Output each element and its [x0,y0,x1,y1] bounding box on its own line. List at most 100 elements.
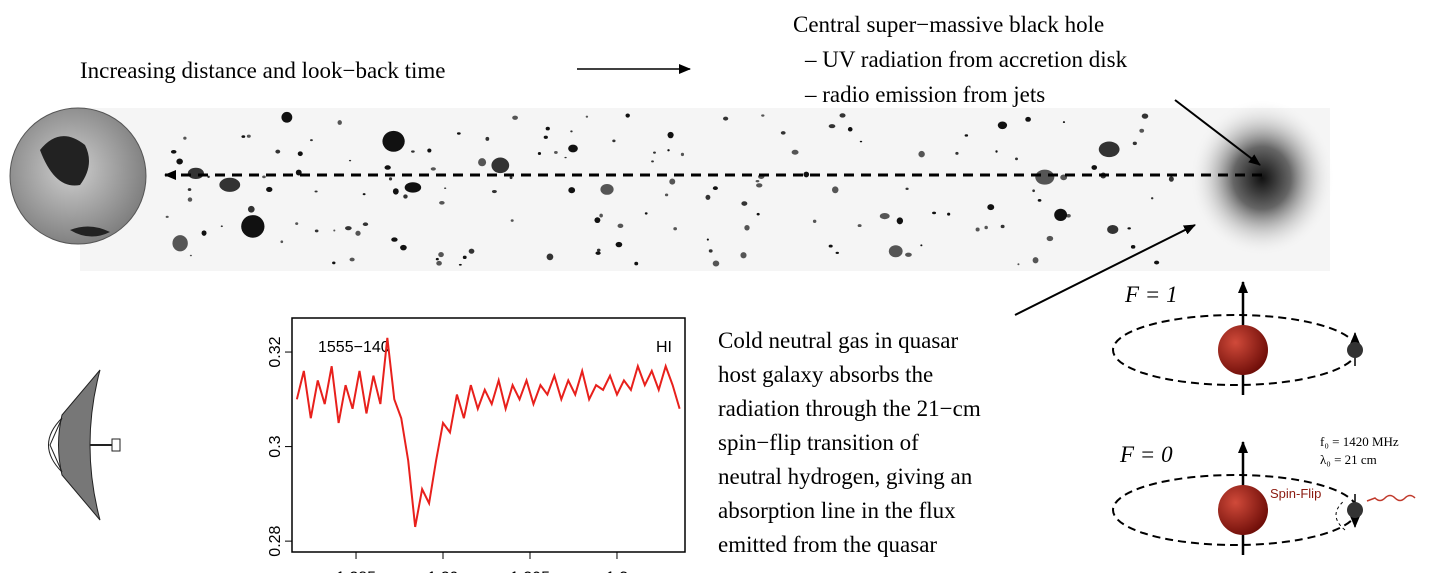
galaxy [708,249,713,253]
galaxy [438,251,444,258]
black-hole-title: Central super−massive black hole [793,12,1104,37]
explanation-line: radiation through the 21−cm [718,396,981,421]
galaxy [756,183,763,188]
galaxy [400,244,407,251]
galaxy [664,193,669,197]
galaxy [888,245,903,258]
galaxy [803,171,810,178]
galaxy [1130,245,1136,249]
galaxy [183,136,187,140]
galaxy [835,251,839,254]
explanation-line: neutral hydrogen, giving an [718,464,973,489]
galaxy [456,132,461,135]
galaxy [392,188,399,195]
galaxy [859,140,863,143]
galaxy [570,130,573,133]
galaxy [1032,257,1039,264]
galaxy [554,151,558,154]
galaxy [362,222,369,226]
y-tick-label: 0.28 [267,525,284,556]
galaxy [172,235,188,252]
galaxy [462,255,467,260]
chart-annotation: HI [656,339,672,356]
transition-label: Spin-Flip [1270,486,1321,501]
frequency-label: f₀ = 1420 MHz [1320,434,1399,449]
galaxy [295,222,299,225]
galaxy [955,151,959,155]
galaxy [905,252,912,257]
galaxy [310,139,313,142]
galaxy [1015,157,1018,161]
galaxy [723,116,729,121]
state-label: F = 1 [1124,282,1178,307]
galaxy [740,252,747,259]
galaxy [585,115,589,118]
galaxy [458,263,462,266]
galaxy [680,152,685,157]
explanation-line: Cold neutral gas in quasar [718,328,959,353]
explanation-line: spin−flip transition of [718,430,919,455]
deep-field-objects [165,111,1174,267]
galaxy [984,225,988,230]
galaxy [345,226,352,231]
deep-field [80,108,1330,271]
galaxy [201,230,207,236]
y-tick-label: 0.3 [267,435,284,457]
galaxy [349,257,355,262]
galaxy [1066,214,1071,218]
galaxy [170,149,177,154]
galaxy [1037,199,1042,202]
galaxy [791,149,799,155]
galaxy [987,204,995,211]
galaxy [744,224,750,231]
galaxy [388,177,393,181]
galaxy [612,139,616,143]
galaxy [348,159,352,162]
galaxy [1062,121,1066,124]
galaxy [857,224,862,228]
y-tick-label: 0.32 [267,336,284,367]
x-tick-label: 1.285 [336,569,376,573]
galaxy [673,227,677,231]
galaxy [384,165,391,170]
galaxy [444,187,447,189]
state-label: F = 0 [1119,442,1173,467]
galaxy [485,136,490,141]
galaxy [1000,224,1005,229]
galaxy [653,151,656,154]
galaxy [617,223,624,229]
galaxy [404,182,422,193]
galaxy [219,177,241,192]
galaxy [1154,260,1160,265]
galaxy [1107,225,1119,234]
galaxy [634,261,639,266]
explanation-line: absorption line in the flux [718,498,956,523]
galaxy [1139,128,1145,133]
galaxy [545,126,550,131]
galaxy [1091,165,1098,170]
galaxy [355,230,361,236]
galaxy [828,124,836,129]
galaxy [220,225,223,228]
galaxy [918,150,925,158]
x-tick-label: 1.3 [606,569,628,573]
galaxy [625,113,630,118]
galaxy [1098,141,1120,158]
galaxy [314,190,318,193]
galaxy [337,120,342,125]
quasar-host-galaxy [1190,100,1334,256]
galaxy [706,238,709,241]
galaxy [403,194,408,199]
galaxy [187,167,204,179]
galaxy [712,186,718,191]
galaxy [600,183,614,195]
galaxy [430,167,436,171]
galaxy [510,219,514,222]
galaxy [382,130,405,152]
galaxy [712,260,720,267]
black-hole-arrow [1174,99,1261,166]
galaxy [1132,141,1137,146]
continents [40,136,110,237]
hydrogen-upper: F = 1 [1112,281,1363,395]
